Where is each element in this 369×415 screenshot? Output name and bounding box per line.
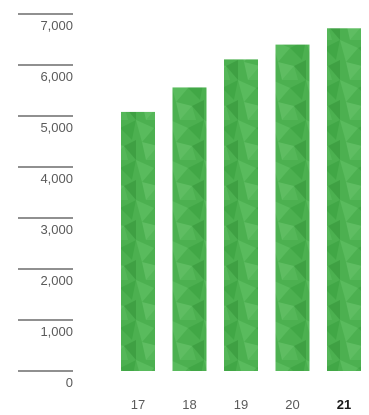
x-tick-label: 21 xyxy=(337,397,351,412)
y-tick-label: 2,000 xyxy=(40,273,73,288)
y-tick-label: 0 xyxy=(66,375,73,390)
bars xyxy=(121,28,361,372)
bar-18 xyxy=(172,87,207,371)
y-axis: 0 1,000 2,000 3,000 4,000 5,000 6,000 7,000 xyxy=(18,13,73,390)
y-tick-label: 1,000 xyxy=(40,324,73,339)
x-axis: 17 18 19 20 21 xyxy=(131,397,351,412)
x-tick-label: 17 xyxy=(131,397,145,412)
bar-20 xyxy=(275,44,310,371)
x-tick-label: 20 xyxy=(285,397,299,412)
y-tick-label: 3,000 xyxy=(40,222,73,237)
y-tick-label: 4,000 xyxy=(40,171,73,186)
y-tick-label: 6,000 xyxy=(40,69,73,84)
x-tick-label: 19 xyxy=(234,397,248,412)
x-tick-label: 18 xyxy=(182,397,196,412)
y-tick-label: 5,000 xyxy=(40,120,73,135)
bar-17 xyxy=(121,111,155,372)
y-tick-label: 7,000 xyxy=(40,18,73,33)
bar-21 xyxy=(327,28,361,372)
bar-19 xyxy=(224,59,258,371)
